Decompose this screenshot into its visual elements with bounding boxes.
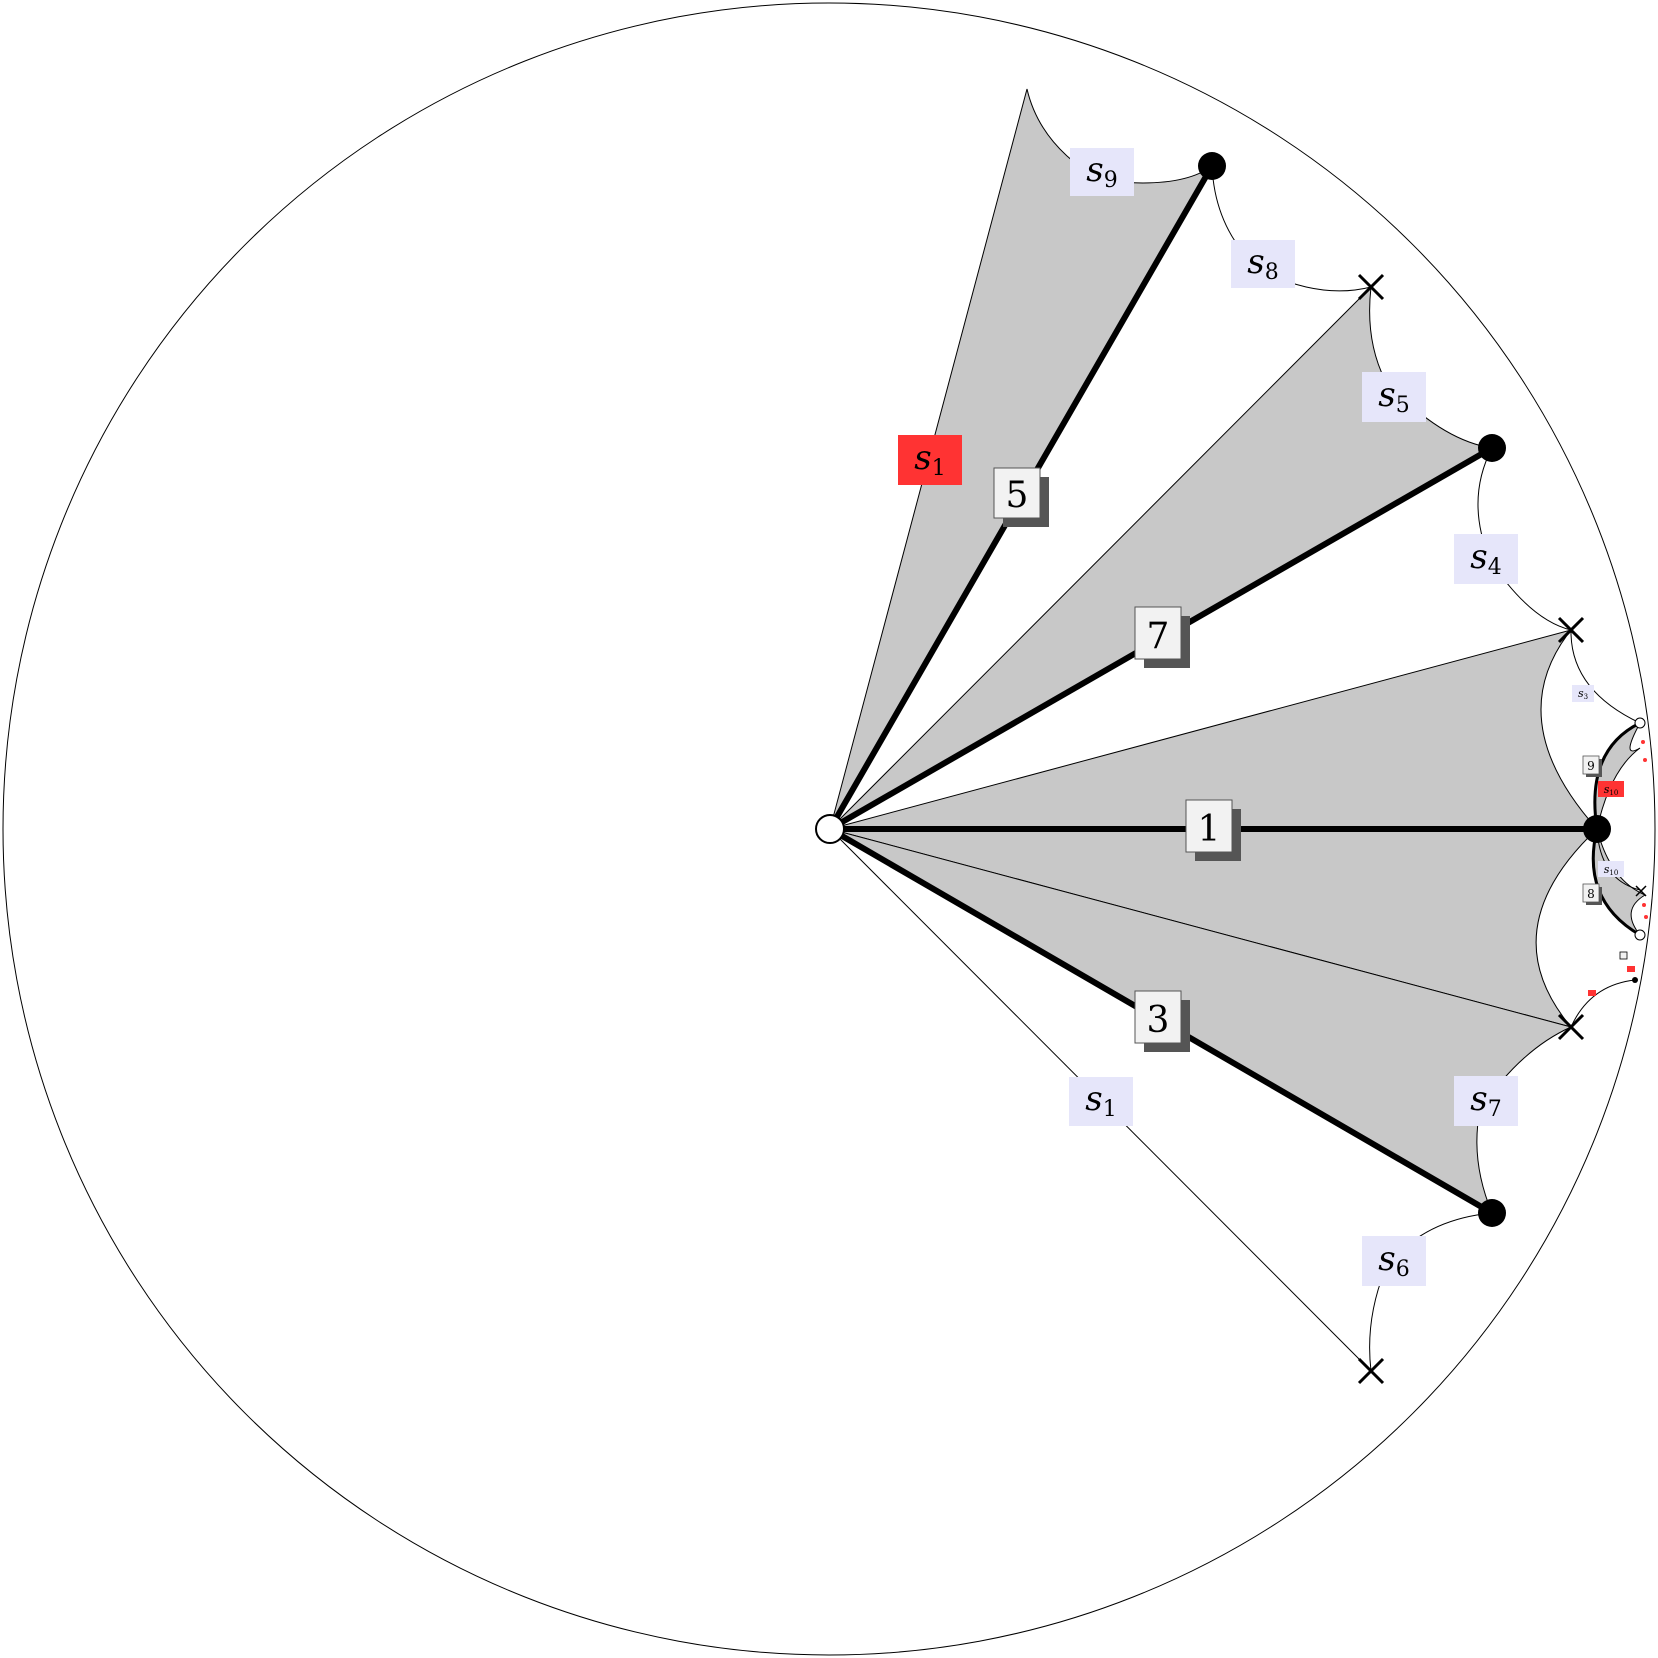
tiny-red-dot bbox=[1642, 903, 1646, 907]
svg-text:7: 7 bbox=[1147, 616, 1170, 657]
svg-text:s1: s1 bbox=[914, 438, 945, 481]
arc-label-s1-red: s1 bbox=[898, 435, 962, 485]
svg-text:3: 3 bbox=[1147, 1000, 1170, 1041]
arc-label-s4: s4 bbox=[1454, 534, 1518, 584]
tiny-box bbox=[1619, 951, 1628, 960]
svg-text:1: 1 bbox=[1198, 809, 1221, 850]
vertices bbox=[815, 152, 1646, 1227]
shaded-regions bbox=[829, 88, 1647, 1215]
arc-label-s1-blue: s1 bbox=[1069, 1077, 1133, 1126]
region-middle bbox=[829, 629, 1599, 830]
svg-text:s10: s10 bbox=[1604, 863, 1619, 877]
svg-text:s10: s10 bbox=[1604, 783, 1619, 797]
cross-marker-bottom bbox=[1357, 1357, 1385, 1385]
vertex-black-right bbox=[1583, 815, 1611, 843]
edge-label-8: 8 bbox=[1582, 883, 1602, 905]
arc-label-s5: s5 bbox=[1362, 372, 1426, 422]
arc-label-s3: s3 bbox=[1572, 685, 1594, 702]
svg-text:s8: s8 bbox=[1247, 242, 1278, 285]
svg-text:s6: s6 bbox=[1378, 1239, 1409, 1282]
svg-text:s5: s5 bbox=[1378, 375, 1409, 418]
tiny-red-mark bbox=[1627, 966, 1635, 972]
vertex-black-bottom bbox=[1478, 1199, 1506, 1227]
svg-text:s1: s1 bbox=[1085, 1079, 1116, 1122]
arc-s3 bbox=[1570, 629, 1641, 724]
vertex-black-upper bbox=[1478, 434, 1506, 462]
arc-labels: s9 s8 s5 s4 s1 s1 s7 s6 bbox=[898, 148, 1624, 1286]
edge-label-3: 3 bbox=[1134, 990, 1190, 1052]
vertex-small-white-lower bbox=[1634, 929, 1646, 941]
cross-marker-small bbox=[1635, 885, 1647, 897]
arc-label-s10-blue: s10 bbox=[1598, 861, 1624, 877]
svg-text:s3: s3 bbox=[1578, 687, 1588, 701]
cross-marker-right-upper bbox=[1557, 616, 1585, 644]
arc-label-s9: s9 bbox=[1070, 148, 1134, 196]
svg-text:9: 9 bbox=[1587, 759, 1595, 773]
cross-marker-upper bbox=[1357, 273, 1385, 301]
cross-marker-right-lower bbox=[1557, 1013, 1585, 1041]
region-lower bbox=[829, 828, 1599, 1028]
edge-label-5: 5 bbox=[993, 467, 1049, 527]
vertex-black-top bbox=[1198, 152, 1226, 180]
vertex-small-white-upper bbox=[1634, 717, 1646, 729]
arc-label-s6: s6 bbox=[1362, 1236, 1426, 1286]
tiny-details bbox=[1588, 740, 1648, 996]
svg-text:5: 5 bbox=[1006, 475, 1029, 516]
arc-small-red bbox=[1570, 979, 1636, 1028]
edge-label-1: 1 bbox=[1185, 799, 1241, 861]
edge-label-boxes: 5 7 1 3 9 8 bbox=[993, 467, 1602, 1052]
svg-text:s9: s9 bbox=[1086, 150, 1117, 193]
edge-label-9: 9 bbox=[1582, 755, 1602, 777]
svg-text:s4: s4 bbox=[1470, 537, 1501, 580]
cross-markers bbox=[1357, 273, 1647, 1385]
tiny-red-dot bbox=[1641, 740, 1645, 744]
arc-label-s7: s7 bbox=[1454, 1076, 1518, 1126]
tiny-red-dot bbox=[1644, 915, 1648, 919]
edge-label-7: 7 bbox=[1134, 606, 1190, 668]
vertex-tiny-black bbox=[1632, 977, 1638, 983]
svg-text:s7: s7 bbox=[1470, 1079, 1501, 1122]
vertex-center-white bbox=[815, 814, 845, 844]
arc-label-s8: s8 bbox=[1231, 240, 1295, 288]
tiny-red-mark bbox=[1588, 990, 1596, 996]
tiny-red-dot bbox=[1643, 758, 1647, 762]
svg-text:8: 8 bbox=[1587, 887, 1595, 901]
arc-label-s10-red: s10 bbox=[1598, 781, 1624, 797]
